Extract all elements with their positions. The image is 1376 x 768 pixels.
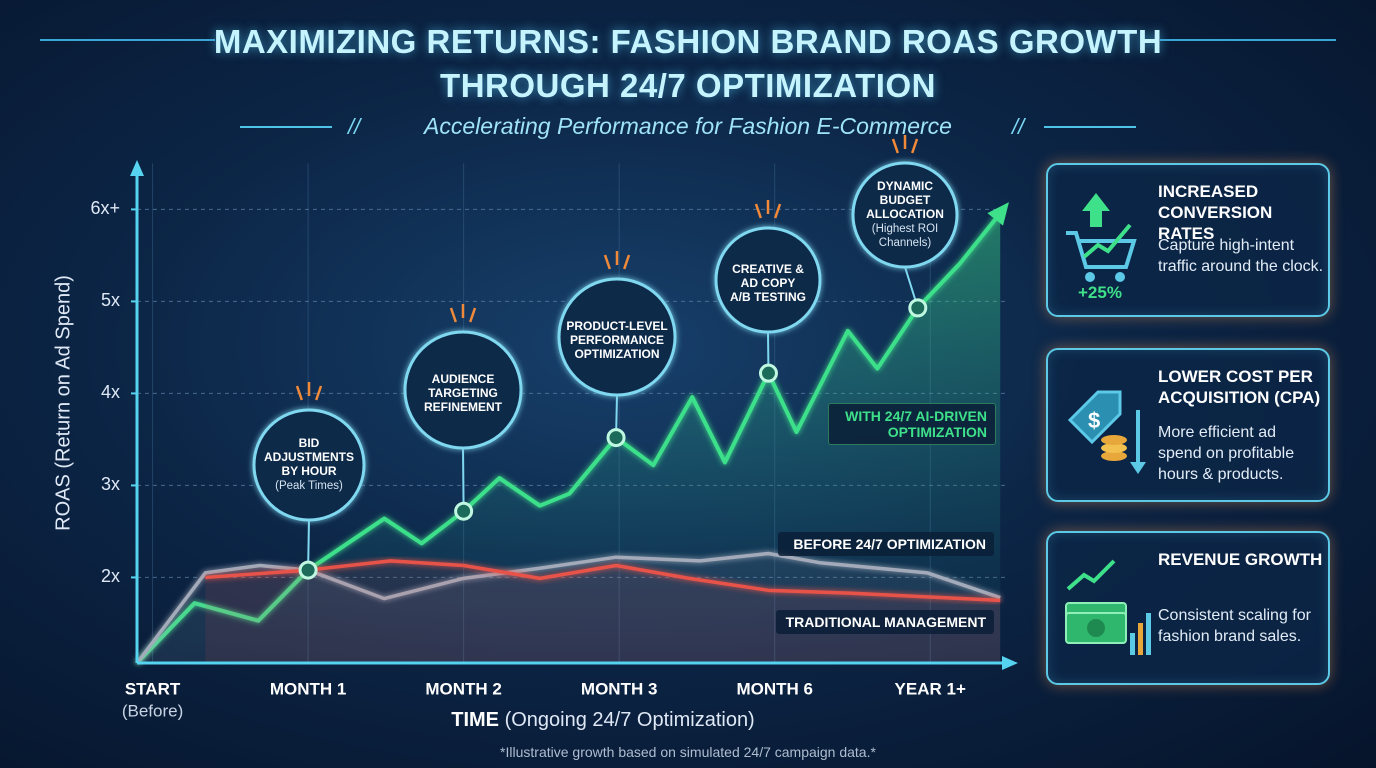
subtitle: Accelerating Performance for Fashion E-C…	[424, 113, 952, 139]
card-text: Capture high-intent traffic around the c…	[1158, 237, 1324, 275]
card-text: Consistent scaling for fashion brand sal…	[1158, 607, 1311, 645]
annotation-connector	[462, 447, 465, 512]
series-line	[205, 559, 1001, 603]
x-axis-label: TIME (Ongoing 24/7 Optimization)	[451, 709, 754, 731]
annotation-label: CREATIVE &	[732, 262, 804, 276]
svg-text://: //	[346, 114, 362, 139]
annotation-label: ADJUSTMENTS	[264, 450, 354, 464]
annotation-label: ALLOCATION	[866, 207, 944, 221]
card-title: INCREASED CONVERSION RATES	[1158, 182, 1273, 243]
x-tick-label: MONTH 2	[425, 679, 502, 698]
card-title: REVENUE GROWTH	[1158, 550, 1323, 569]
title: MAXIMIZING RETURNS: FASHION BRAND ROAS G…	[213, 23, 1163, 104]
x-tick-label: MONTH 3	[581, 679, 658, 698]
x-axis-arrow	[1002, 656, 1018, 670]
annotation-label: DYNAMIC	[877, 179, 933, 193]
card: +25% INCREASED CONVERSION RATES Capture …	[1046, 163, 1330, 317]
card: REVENUE GROWTH Consistent scaling for fa…	[1046, 531, 1330, 685]
card-title: LOWER COST PER ACQUISITION (CPA)	[1158, 367, 1321, 407]
annotation-label: A/B TESTING	[730, 290, 806, 304]
annotation-point	[908, 298, 928, 318]
annotation-bubble	[714, 226, 822, 334]
cart-icon	[1066, 193, 1137, 282]
spark	[469, 307, 477, 323]
y-axis-label: ROAS (Return on Ad Spend)	[52, 275, 74, 531]
series-area	[137, 553, 1001, 663]
spark	[891, 138, 899, 154]
x-tick-sublabel: (Before)	[122, 701, 183, 720]
series-area	[205, 560, 1001, 663]
annotation-label: PRODUCT-LEVEL	[566, 319, 667, 333]
x-tick-label: YEAR 1+	[895, 679, 966, 698]
annotation-bubble	[252, 408, 366, 522]
svg-text://: //	[1010, 114, 1026, 139]
spark	[911, 138, 919, 154]
x-tick-label: MONTH 1	[270, 679, 347, 698]
money-icon	[1065, 559, 1151, 655]
annotation-label: BY HOUR	[281, 464, 336, 478]
tag-icon: $	[1067, 390, 1146, 474]
x-tick-label: MONTH 6	[736, 679, 813, 698]
annotation-bubble	[557, 277, 677, 397]
annotation-point	[454, 501, 474, 521]
footnote: *Illustrative growth based on simulated …	[500, 744, 876, 760]
y-axis-arrow	[130, 160, 144, 176]
x-axis-label-detail: (Ongoing 24/7 Optimization)	[505, 709, 755, 731]
svg-text:$: $	[1088, 408, 1100, 433]
spark	[774, 203, 782, 219]
series-label: TRADITIONAL MANAGEMENT	[776, 610, 994, 634]
annotation-sublabel: (Highest ROI	[872, 223, 938, 235]
annotation-bubble	[403, 330, 523, 450]
annotation-label: TARGETING	[428, 386, 498, 400]
annotation-point	[606, 428, 626, 448]
annotation-point	[298, 560, 318, 580]
y-tick-label: 2x	[101, 566, 120, 586]
spark	[623, 254, 631, 270]
spark	[449, 307, 457, 323]
annotation-label: AUDIENCE	[432, 372, 495, 386]
y-tick-label: 4x	[101, 382, 120, 402]
spark	[754, 203, 762, 219]
card: $ LOWER COST PER ACQUISITION (CPA) More …	[1046, 348, 1330, 502]
annotation-bubble	[851, 161, 959, 269]
annotation-label: AD COPY	[741, 276, 796, 290]
spark	[295, 385, 303, 401]
annotation-label: BUDGET	[880, 193, 931, 207]
series-arrowhead	[987, 202, 1009, 226]
y-tick-label: 6x+	[90, 198, 120, 218]
annotation-point	[758, 363, 778, 383]
series-label: BEFORE 24/7 OPTIMIZATION	[778, 532, 994, 556]
x-tick-label: START	[125, 679, 181, 698]
y-tick-label: 3x	[101, 474, 120, 494]
card-text: More efficient ad spend on profitable ho…	[1158, 424, 1295, 483]
y-tick-label: 5x	[101, 290, 120, 310]
spark	[603, 254, 611, 270]
annotation-label: OPTIMIZATION	[574, 347, 659, 361]
series-line	[135, 551, 1001, 665]
annotation-label: BID	[299, 436, 320, 450]
subtitle-decor: // //	[40, 39, 1336, 139]
spark	[315, 385, 323, 401]
card-badge: +25%	[1078, 283, 1122, 302]
annotation-sublabel: Channels)	[879, 237, 932, 249]
annotation-label: PERFORMANCE	[570, 333, 664, 347]
annotation-label: REFINEMENT	[424, 400, 503, 414]
x-axis-label-main: TIME	[451, 709, 499, 731]
series-label: WITH 24/7 AI-DRIVEN OPTIMIZATION	[828, 403, 996, 445]
annotation-sublabel: (Peak Times)	[275, 480, 343, 492]
